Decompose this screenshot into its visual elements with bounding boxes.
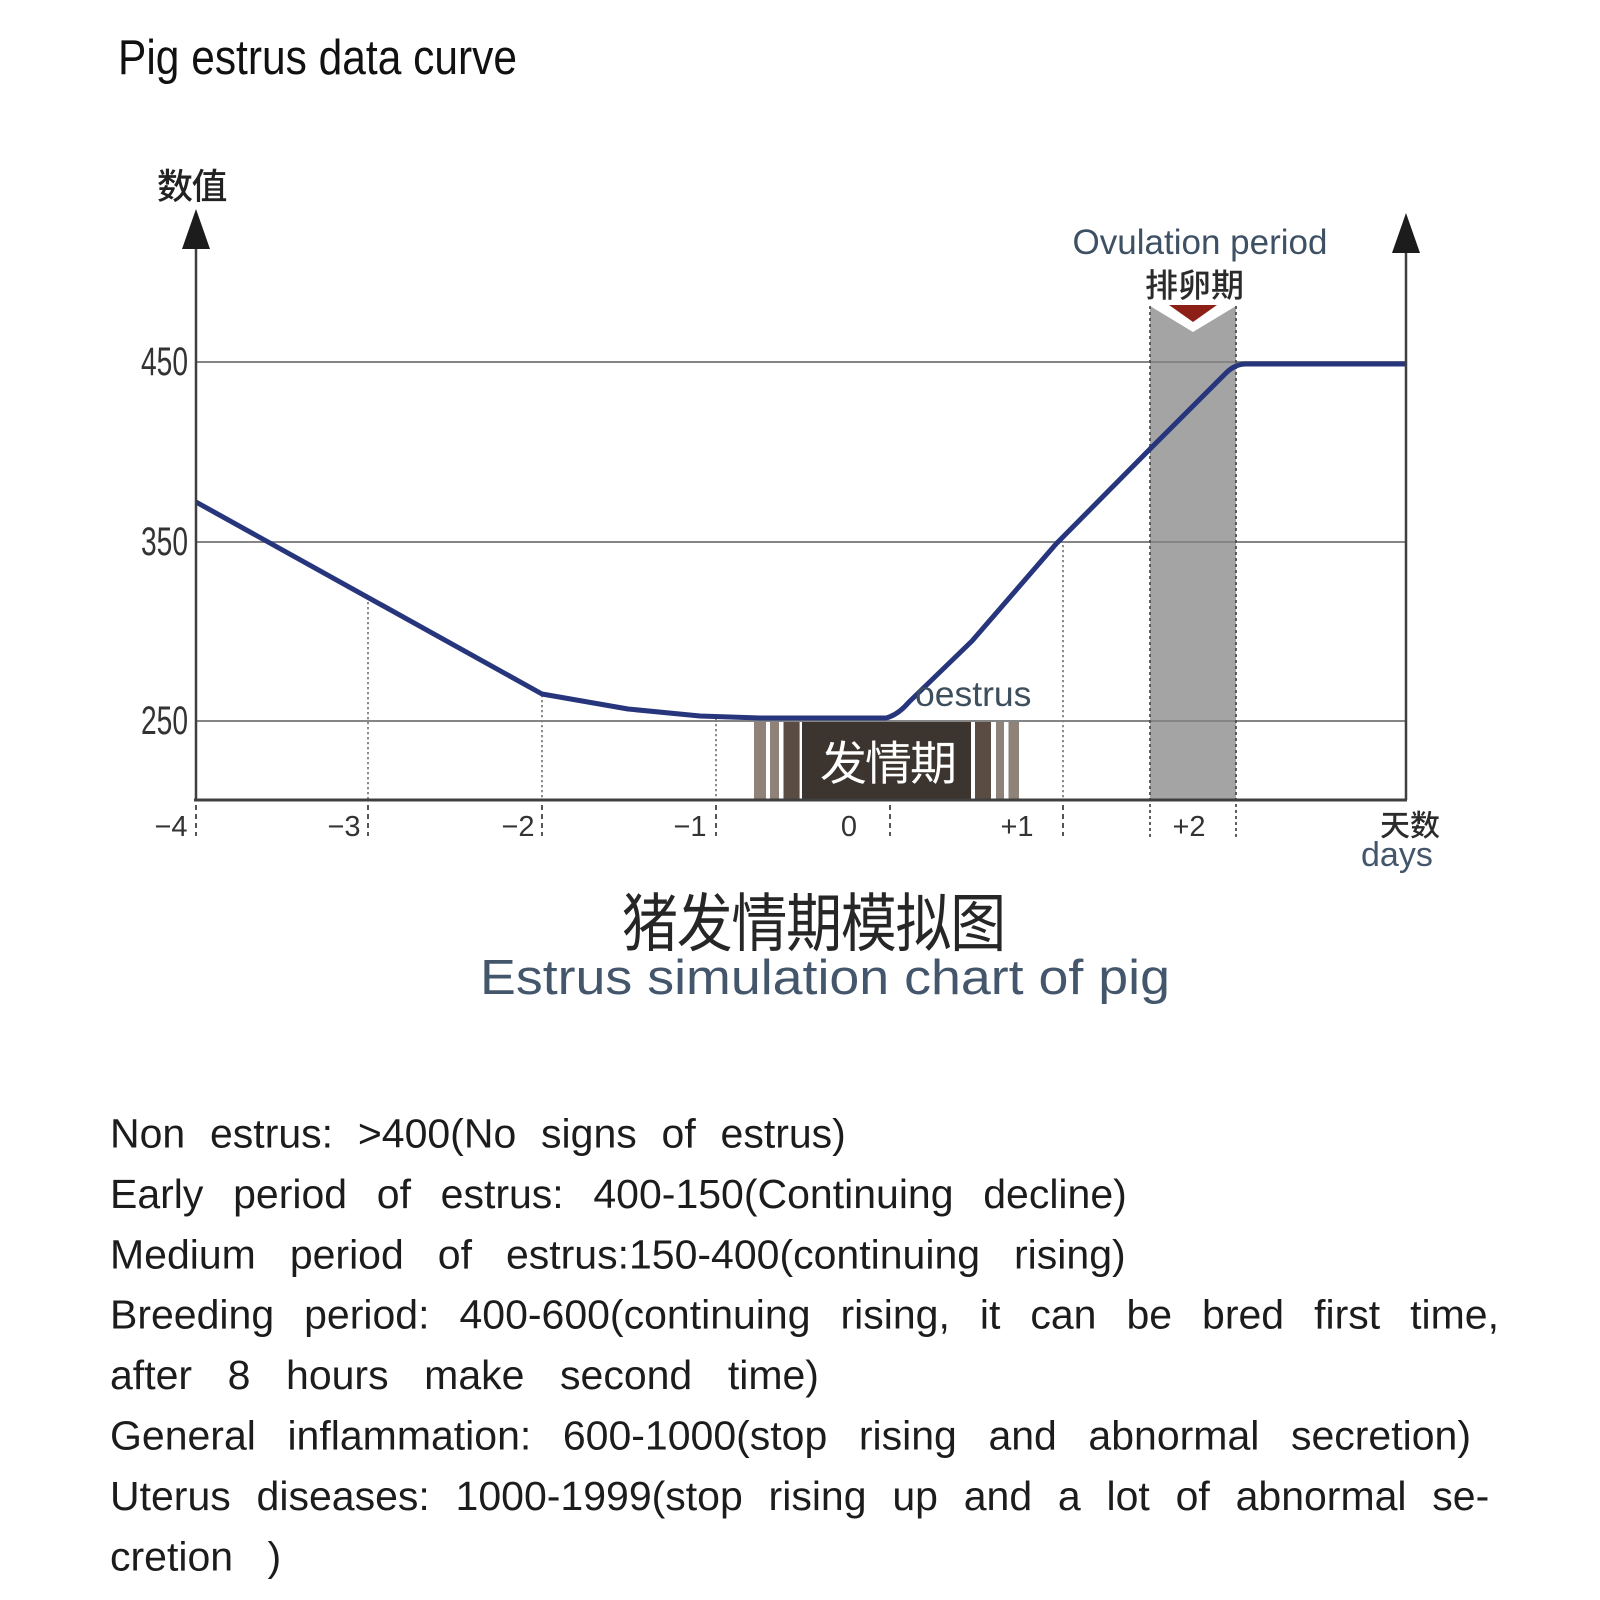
- svg-text:Medium period of estrus:150-40: Medium period of estrus:150-400(continui…: [110, 1231, 1126, 1277]
- svg-text:350: 350: [141, 520, 188, 564]
- svg-text:Non estrus: >400(No signs of e: Non estrus: >400(No signs of estrus): [110, 1111, 846, 1157]
- svg-text:250: 250: [141, 699, 188, 743]
- svg-text:oestrus: oestrus: [915, 674, 1031, 714]
- svg-text:+2: +2: [1172, 811, 1205, 843]
- svg-text:Breeding period: 400-600(conti: Breeding period: 400-600(continuing risi…: [110, 1292, 1499, 1338]
- svg-text:−4: −4: [154, 811, 187, 843]
- svg-text:days: days: [1361, 836, 1433, 874]
- svg-text:after 8 hours make second time: after 8 hours make second time): [110, 1352, 819, 1398]
- svg-text:−1: −1: [673, 811, 706, 843]
- svg-text:Estrus simulation chart of pig: Estrus simulation chart of pig: [480, 951, 1170, 1005]
- svg-text:450: 450: [141, 340, 188, 384]
- svg-text:Uterus diseases: 1000-1999(sto: Uterus diseases: 1000-1999(stop rising u…: [110, 1473, 1489, 1519]
- svg-text:Pig estrus data curve: Pig estrus data curve: [118, 31, 517, 85]
- svg-text:Early period of estrus: 400-15: Early period of estrus: 400-150(Continui…: [110, 1171, 1127, 1217]
- svg-text:−3: −3: [327, 811, 360, 843]
- svg-text:General inflammation: 600-1000: General inflammation: 600-1000(stop risi…: [110, 1413, 1471, 1459]
- svg-text:Ovulation period: Ovulation period: [1073, 223, 1328, 262]
- svg-text:cretion ): cretion ): [110, 1533, 281, 1579]
- svg-text:+1: +1: [1000, 811, 1033, 843]
- svg-text:0: 0: [841, 811, 857, 843]
- svg-text:−2: −2: [501, 811, 534, 843]
